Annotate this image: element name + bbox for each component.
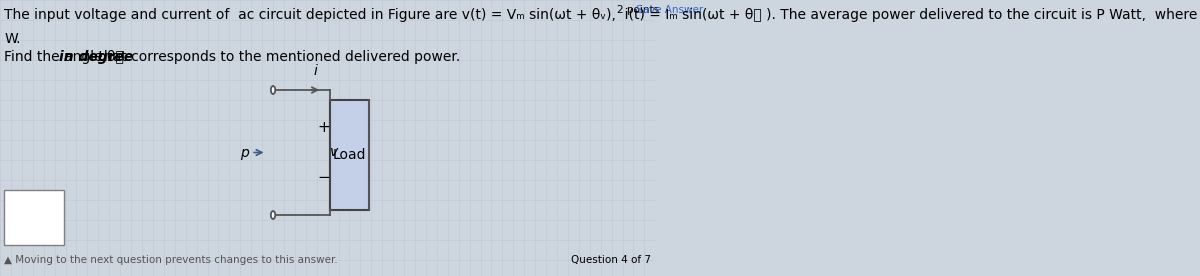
Text: that corresponds to the mentioned delivered power.: that corresponds to the mentioned delive… (94, 50, 460, 64)
Text: p: p (240, 145, 248, 160)
Text: 2 points: 2 points (617, 5, 659, 15)
Text: The input voltage and current of  ac circuit depicted in Figure are v(t) = Vₘ si: The input voltage and current of ac circ… (5, 8, 1200, 22)
Text: Question 4 of 7: Question 4 of 7 (571, 255, 650, 265)
Text: Load: Load (332, 148, 366, 162)
Text: ▲ Moving to the next question prevents changes to this answer.: ▲ Moving to the next question prevents c… (5, 255, 338, 265)
Bar (330, 100, 368, 210)
Text: i: i (313, 64, 317, 78)
Text: Save Answer: Save Answer (636, 5, 703, 15)
Text: in degree: in degree (59, 50, 133, 64)
Circle shape (271, 211, 275, 219)
Text: −: − (317, 170, 330, 185)
Circle shape (271, 86, 275, 94)
Text: +: + (317, 120, 330, 135)
Text: Find the angle θᨵ: Find the angle θᨵ (5, 50, 133, 64)
Bar (5, 190, 65, 245)
Text: W.: W. (5, 32, 20, 46)
Text: v: v (330, 145, 338, 160)
